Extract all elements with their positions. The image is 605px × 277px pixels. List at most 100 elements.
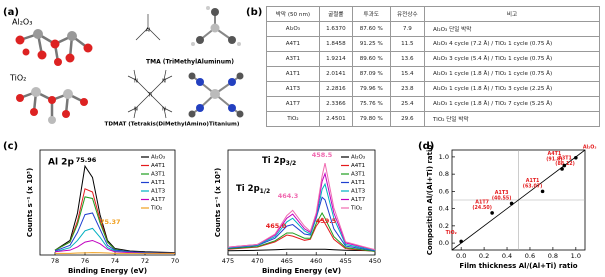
header-cell: 굴절률 xyxy=(318,6,353,22)
table-cell: 1.9214 xyxy=(318,51,353,67)
panel-label: (d) xyxy=(418,141,434,152)
peak-label-main: Ti 2p xyxy=(236,184,260,194)
legend-label: A4T1 xyxy=(351,163,365,169)
table-cell: Al₂O₃ 1 cycle (1.8 Å) / TiO₂ 3 cycle (2.… xyxy=(424,81,600,97)
x-tick-label: 475 xyxy=(222,257,234,265)
spectrum-line xyxy=(227,171,376,251)
y-axis-title: Counts s⁻¹ (x 10³) xyxy=(26,168,34,237)
spectrum-line xyxy=(227,163,376,251)
molecule-label: TDMAT (Tetrakis(DiMethylAmino)Titanium) xyxy=(105,122,240,128)
x-tick-label: 470 xyxy=(251,257,263,265)
peak-label: Ti 2p3/2 xyxy=(262,156,296,167)
table-cell: 11.5 xyxy=(389,36,426,52)
legend-label: A1T7 xyxy=(351,197,366,203)
x-axis-title: Binding Energy (eV) xyxy=(68,267,147,275)
tdmat-model xyxy=(188,72,244,118)
table-row: TiO₂ 2.4501 79.80 % 29.6 TiO₂ 단일 박막 xyxy=(266,111,600,127)
table-cell: A3T1 xyxy=(266,51,320,67)
point-label: Al₂O₃ xyxy=(583,144,597,150)
x-tick-label: 0.6 xyxy=(525,252,535,260)
x-tick-label: 76 xyxy=(81,257,89,265)
diagonal-line xyxy=(451,149,586,251)
legend-label: A1T3 xyxy=(151,189,166,195)
legend-label: A1T1 xyxy=(151,180,165,186)
data-point xyxy=(574,155,578,160)
data-point xyxy=(540,189,545,194)
point-label: A1T7 xyxy=(475,199,489,205)
header-cell: 유전상수 xyxy=(389,6,426,22)
table-cell: 23.8 xyxy=(389,81,426,97)
peak-label-sub: 1/2 xyxy=(260,188,271,195)
x-axis-title: Film thickness Al/(Al+Ti) ratio xyxy=(459,262,577,270)
table-cell: 2.3366 xyxy=(318,96,353,112)
point-note: (24.50) xyxy=(472,205,492,211)
y-tick-label: 0.6 xyxy=(439,187,449,195)
legend-label: A4T1 xyxy=(151,163,165,169)
legend-label: A1T3 xyxy=(351,189,366,195)
x-tick-label: 450 xyxy=(369,257,381,265)
table-cell: 2.2816 xyxy=(318,81,353,97)
table-cell: 29.6 xyxy=(389,111,426,127)
legend-label: A3T1 xyxy=(351,172,365,178)
table-row: Al₂O₃ 1.6370 87.60 % 7.9 Al₂O₃ 단일 박막 xyxy=(266,21,600,37)
molecule-label: TiO₂ xyxy=(9,74,26,83)
table-row: A1T7 2.3366 75.76 % 25.4 Al₂O₃ 1 cycle (1.8 … xyxy=(266,96,600,112)
table-cell: A1T3 xyxy=(266,81,320,97)
table-cell: 25.4 xyxy=(389,96,426,112)
y-axis-title: Counts s⁻¹ (x 10³) xyxy=(214,168,222,237)
header-cell: 비고 xyxy=(424,6,600,22)
x-tick-label: 0.0 xyxy=(456,252,466,260)
legend-label: TiO₂ xyxy=(150,206,162,212)
x-tick-label: 78 xyxy=(51,257,59,265)
al2o3-model xyxy=(15,29,93,66)
header-cell: 박막 (50 nm) xyxy=(266,6,320,22)
spectrum-line xyxy=(227,211,376,252)
legend-label: A3T1 xyxy=(151,172,165,178)
table-cell: 87.09 % xyxy=(351,66,391,82)
atom-label: N xyxy=(162,79,166,85)
peak-annotation: 465.0 xyxy=(266,222,287,230)
table-cell: 87.60 % xyxy=(351,21,391,37)
peak-annotation: 464.3 xyxy=(278,192,299,200)
property-table: 박막 (50 nm) 굴절률 투과도 유전상수 비고 Al₂O₃ 1.6370 87.60 %… xyxy=(266,6,600,127)
header-cell: 투과도 xyxy=(351,6,391,22)
point-label: A4T1 xyxy=(548,151,562,157)
y-tick-label: 0.4 xyxy=(439,205,449,213)
data-point xyxy=(562,163,567,168)
atom-label: Al xyxy=(146,28,151,34)
table-cell: 13.6 xyxy=(389,51,426,67)
atom-label: N xyxy=(162,107,166,113)
peak-label: Ti 2p1/2 xyxy=(236,184,270,195)
legend-label: Al₂O₃ xyxy=(151,155,165,161)
data-point xyxy=(560,167,564,171)
tma-model xyxy=(191,6,241,46)
x-tick-label: 0.8 xyxy=(548,252,558,260)
x-axis-title: Binding Energy (eV) xyxy=(262,267,341,275)
legend-label: Al₂O₃ xyxy=(351,155,365,161)
x-tick-label: 455 xyxy=(339,257,351,265)
x-tick-label: 460 xyxy=(310,257,322,265)
table-row: A1T3 2.2816 79.96 % 23.8 Al₂O₃ 1 cycle (1.8 … xyxy=(266,81,600,97)
table-cell: Al₂O₃ 단일 박막 xyxy=(424,21,600,37)
legend-label: A1T1 xyxy=(351,180,365,186)
spectrum-line xyxy=(54,239,175,254)
x-tick-label: 70 xyxy=(171,257,179,265)
legend-label: TiO₂ xyxy=(350,206,362,212)
table-row: A1T1 2.0141 87.09 % 15.4 Al₂O₃ 1 cycle (1.8 … xyxy=(266,66,600,82)
molecule-label: TMA (TriMethylAluminum) xyxy=(146,59,234,66)
spectrum-line xyxy=(227,248,376,252)
chart-title: Al 2p xyxy=(48,158,74,168)
point-label: A3T1 xyxy=(558,155,572,161)
y-tick-label: 1.0 xyxy=(439,153,449,161)
peak-label-sub: 3/2 xyxy=(286,160,297,167)
peak-annotation: 75.96 xyxy=(76,156,97,164)
point-note: (91.8) xyxy=(546,157,562,163)
panel-label: (a) xyxy=(3,7,19,18)
table-cell: 1.6370 xyxy=(318,21,353,37)
table-cell: TiO₂ xyxy=(266,111,320,127)
table-cell: 91.25 % xyxy=(351,36,391,52)
table-cell: 1.8458 xyxy=(318,36,353,52)
x-tick-label: 465 xyxy=(281,257,293,265)
x-tick-label: 74 xyxy=(111,257,119,265)
